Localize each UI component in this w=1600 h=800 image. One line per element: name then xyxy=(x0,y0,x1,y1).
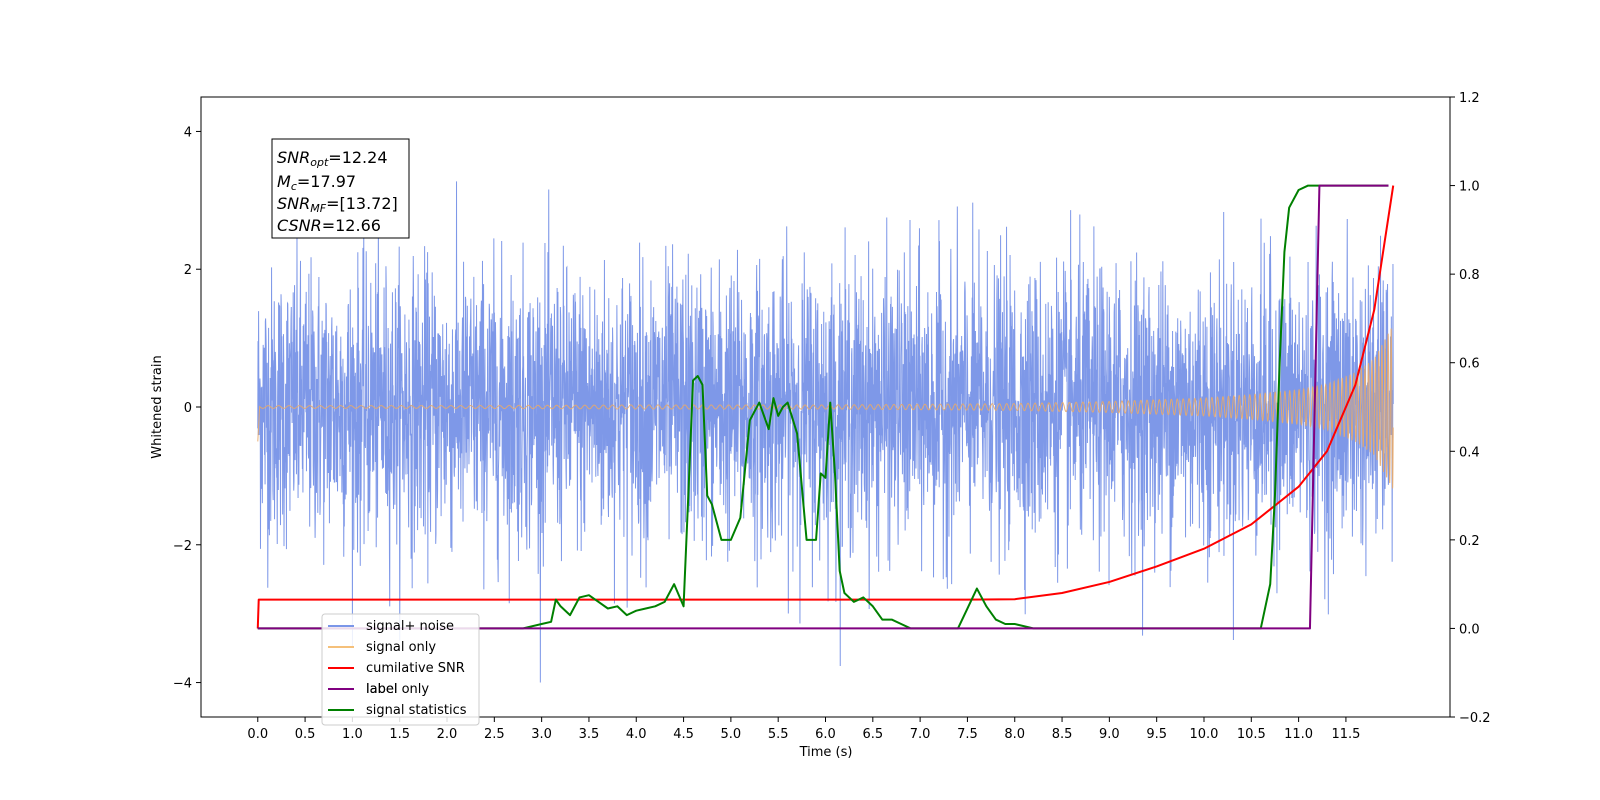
x-tick-label: 1.0 xyxy=(342,727,363,742)
y2-tick-label: 0.6 xyxy=(1459,357,1480,372)
x-tick-label: 6.5 xyxy=(862,727,883,742)
x-tick-label: 4.5 xyxy=(673,727,694,742)
x-tick-label: 1.5 xyxy=(389,727,410,742)
legend-label-label-only: label only xyxy=(366,682,429,697)
series-line-label xyxy=(257,184,1389,630)
x-axis: 0.0 0.5 1.0 1.5 2.0 2.5 3.0 3.5 4.0 4.5 5.0 5.5 6.0 6… xyxy=(247,717,1360,742)
y-tick-label: 4 xyxy=(184,125,192,140)
x-tick-label: 10.0 xyxy=(1190,727,1219,742)
y-axis-left: −4 −2 0 2 4 xyxy=(173,125,201,692)
legend-label-signal-noise: signal+ noise xyxy=(366,619,454,634)
right-axis-series xyxy=(256,184,1395,630)
info-snr-mf: SNRMF=[13.72] xyxy=(277,194,398,215)
x-axis-label: Time (s) xyxy=(799,745,853,760)
y-axis-right: −0.2 0.0 0.2 0.4 0.6 0.8 1.0 1.2 xyxy=(1450,91,1491,726)
legend: signal+ noise signal only cumilative SNR… xyxy=(321,613,480,726)
legend-label-label: label xyxy=(366,682,397,697)
legend-label-signal-statistics: signal statistics xyxy=(366,703,467,718)
x-tick-label: 5.5 xyxy=(768,727,789,742)
series-line-signal-only xyxy=(257,328,1394,489)
x-tick-label: 2.5 xyxy=(484,727,505,742)
series-line-cumilative-snr xyxy=(256,185,1395,629)
y-axis-label: Whitened strain xyxy=(150,355,165,458)
info-snr-opt: SNRopt=12.24 xyxy=(277,148,388,169)
y2-tick-label: 0.2 xyxy=(1459,534,1480,549)
x-tick-label: 5.0 xyxy=(721,727,742,742)
x-tick-label: 8.5 xyxy=(1052,727,1073,742)
info-mc: Mc=17.97 xyxy=(277,172,356,193)
x-tick-label: 0.0 xyxy=(247,727,268,742)
y2-tick-label: 0.4 xyxy=(1459,445,1480,460)
y-tick-label: −2 xyxy=(173,539,192,554)
y-tick-label: 2 xyxy=(184,263,192,278)
info-box-frame xyxy=(271,138,410,239)
x-tick-label: 7.0 xyxy=(910,727,931,742)
y2-tick-label: −0.2 xyxy=(1459,711,1491,726)
x-tick-label: 4.0 xyxy=(626,727,647,742)
x-tick-label: 7.5 xyxy=(957,727,978,742)
info-box: SNRopt=12.24 Mc=17.97 SNRMF=[13.72] CSNR… xyxy=(271,138,410,239)
x-tick-label: 6.0 xyxy=(815,727,836,742)
legend-label-signal-only: signal only xyxy=(366,640,436,655)
x-tick-label: 11.5 xyxy=(1331,727,1360,742)
x-tick-label: 3.0 xyxy=(531,727,552,742)
x-tick-label: 2.0 xyxy=(437,727,458,742)
x-tick-label: 9.5 xyxy=(1146,727,1167,742)
legend-label-cumilative-snr: cumilative SNR xyxy=(366,661,465,676)
info-csnr: CSNR=12.66 xyxy=(277,216,381,235)
series-line-signal-noise xyxy=(257,181,1394,683)
y-tick-label: −4 xyxy=(173,677,192,692)
legend-frame xyxy=(321,613,480,726)
signal-only-series xyxy=(257,328,1394,489)
x-tick-label: 0.5 xyxy=(295,727,316,742)
x-tick-label: 9.0 xyxy=(1099,727,1120,742)
y2-tick-label: 0.8 xyxy=(1459,268,1480,283)
x-tick-label: 11.0 xyxy=(1284,727,1313,742)
y2-tick-label: 1.0 xyxy=(1459,180,1480,195)
y2-tick-label: 1.2 xyxy=(1459,91,1480,106)
y-tick-label: 0 xyxy=(184,401,192,416)
y2-tick-label: 0.0 xyxy=(1459,622,1480,637)
signal-noise-series xyxy=(257,181,1394,683)
plot-area xyxy=(256,181,1395,683)
x-tick-label: 10.5 xyxy=(1237,727,1266,742)
x-tick-label: 3.5 xyxy=(579,727,600,742)
x-tick-label: 8.0 xyxy=(1004,727,1025,742)
